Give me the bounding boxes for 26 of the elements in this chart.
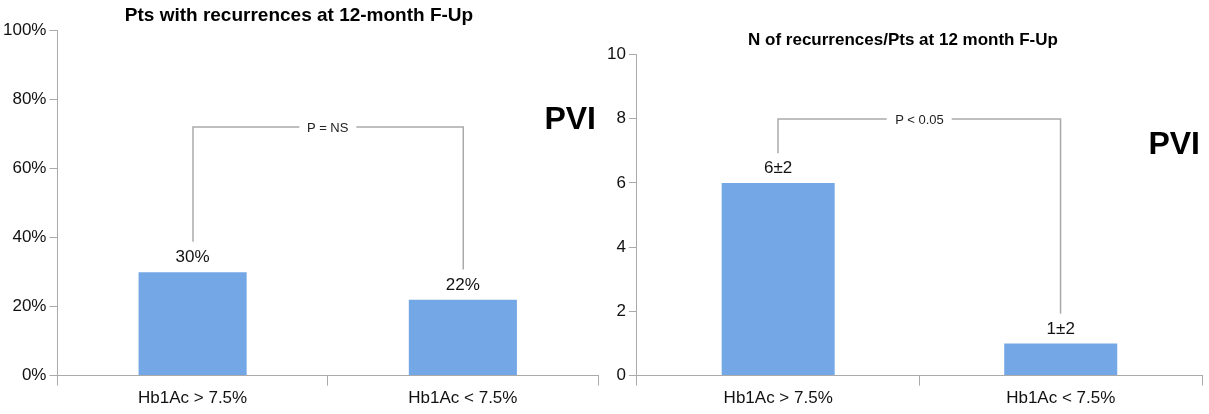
y-tick-label: 20% — [12, 296, 47, 316]
y-tick-label: 60% — [12, 158, 47, 178]
y-tick-label: 8 — [616, 108, 626, 128]
annotation: P < 0.05 — [887, 111, 952, 127]
y-tick-label: 40% — [12, 227, 47, 247]
y-tick-label: 6 — [616, 172, 626, 192]
annotation: PVI — [544, 99, 596, 137]
y-tick-label: 10 — [606, 44, 626, 64]
y-tick-label: 0% — [21, 365, 47, 385]
chart-title: Pts with recurrences at 12-month F-Up — [124, 3, 474, 25]
y-tick-label: 0 — [616, 365, 626, 385]
data-label: 22% — [445, 274, 480, 294]
y-tick-label: 100% — [3, 20, 47, 40]
y-tick-label: 2 — [616, 301, 626, 321]
annotation: P = NS — [299, 119, 357, 135]
x-tick-label: Hb1Ac < 7.5% — [1006, 388, 1116, 408]
annotation: PVI — [1148, 125, 1200, 163]
chart-title: N of recurrences/Pts at 12 month F-Up — [748, 29, 1058, 49]
x-tick-label: Hb1Ac < 7.5% — [408, 388, 518, 408]
x-tick-label: Hb1Ac > 7.5% — [138, 388, 248, 408]
data-label: 30% — [175, 247, 210, 267]
y-tick-label: 80% — [12, 89, 47, 109]
data-label: 1±2 — [1046, 318, 1075, 338]
y-tick-label: 4 — [616, 236, 626, 256]
data-label: 6±2 — [764, 158, 793, 178]
x-tick-label: Hb1Ac > 7.5% — [723, 388, 833, 408]
